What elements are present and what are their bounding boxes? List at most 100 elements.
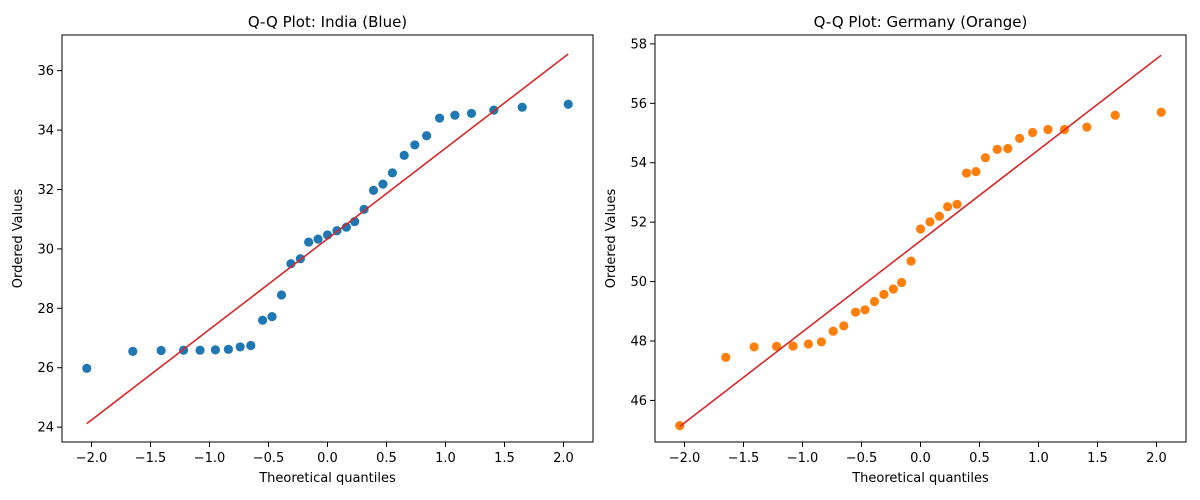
data-point	[915, 224, 926, 234]
data-point	[879, 289, 889, 299]
y-tick-label: 50	[630, 275, 647, 290]
data-point	[828, 326, 838, 336]
x-tick-label: −1.0	[787, 451, 819, 466]
x-tick-label: −1.5	[135, 451, 167, 466]
data-point	[788, 341, 798, 351]
data-point	[276, 290, 287, 300]
y-tick-label: 34	[37, 124, 54, 139]
data-point	[839, 321, 849, 331]
data-point	[1043, 124, 1053, 135]
data-point	[869, 296, 880, 307]
chart-title: Q-Q Plot: India (Blue)	[248, 13, 407, 31]
y-tick-label: 26	[37, 361, 54, 376]
data-point	[1003, 143, 1013, 154]
data-point	[450, 110, 460, 120]
data-point	[803, 339, 814, 349]
x-tick-label: −1.5	[728, 451, 760, 466]
data-point	[961, 168, 972, 178]
data-point	[925, 217, 935, 227]
y-tick-label: 58	[630, 37, 647, 52]
data-point	[860, 305, 870, 315]
x-tick-label: 0.0	[317, 451, 338, 466]
data-point	[387, 168, 397, 178]
y-axis-label: Ordered Values	[604, 189, 619, 289]
reference-line	[679, 54, 1162, 428]
data-point	[304, 237, 314, 247]
y-tick-label: 32	[37, 183, 54, 198]
x-tick-label: −2.0	[669, 451, 701, 466]
data-point	[422, 131, 432, 141]
data-point	[888, 284, 898, 294]
qq-plot-india: Q-Q Plot: India (Blue) Theoretical quant…	[11, 13, 594, 486]
y-tick-label: 46	[630, 394, 647, 409]
data-point	[466, 108, 477, 119]
data-point	[399, 150, 409, 160]
data-point	[368, 185, 379, 195]
data-point	[749, 342, 759, 352]
x-tick-label: −0.5	[253, 451, 285, 466]
data-point	[313, 234, 323, 244]
plot-frame	[654, 34, 1187, 443]
y-tick-label: 56	[630, 97, 647, 112]
x-axis-label: Theoretical quantiles	[851, 471, 989, 486]
data-point	[341, 222, 351, 232]
y-tick-label: 24	[37, 421, 54, 436]
data-point	[195, 345, 205, 355]
x-tick-label: 1.5	[494, 451, 515, 466]
data-point	[952, 199, 962, 209]
data-point	[267, 312, 277, 322]
y-tick-label: 52	[630, 216, 647, 231]
data-point	[971, 167, 981, 177]
data-point	[980, 153, 991, 163]
data-point	[1110, 110, 1120, 120]
data-point	[128, 346, 138, 356]
x-tick-label: 2.0	[553, 451, 574, 466]
data-point	[816, 337, 826, 347]
data-point	[517, 102, 527, 112]
x-tick-label: −1.0	[194, 451, 226, 466]
x-tick-label: 2.0	[1146, 451, 1167, 466]
data-point	[156, 345, 166, 356]
plot-frame	[61, 34, 594, 443]
reference-line	[86, 53, 569, 425]
x-tick-label: 0.0	[910, 451, 931, 466]
data-point	[246, 340, 256, 351]
data-point	[210, 345, 220, 355]
x-tick-label: −0.5	[846, 451, 878, 466]
x-axis-label: Theoretical quantiles	[258, 471, 396, 486]
y-tick-label: 36	[37, 64, 54, 79]
y-tick-label: 30	[37, 242, 54, 257]
data-point	[906, 256, 916, 266]
x-tick-label: 1.5	[1087, 451, 1108, 466]
data-point	[1015, 133, 1025, 143]
data-point	[82, 363, 92, 373]
data-point	[563, 99, 573, 109]
y-axis-label: Ordered Values	[11, 189, 26, 289]
data-point	[410, 140, 420, 150]
data-point	[721, 352, 731, 362]
data-point	[258, 315, 268, 325]
data-point	[897, 277, 907, 288]
x-tick-label: 1.0	[435, 451, 456, 466]
data-point	[1028, 127, 1038, 138]
data-point	[934, 211, 944, 221]
chart-title: Q-Q Plot: Germany (Orange)	[814, 13, 1028, 31]
data-point	[223, 344, 233, 354]
qq-plot-germany: Q-Q Plot: Germany (Orange) Theoretical q…	[604, 13, 1187, 486]
x-tick-label: 0.5	[376, 451, 397, 466]
data-point	[435, 113, 445, 123]
data-point	[378, 179, 388, 189]
data-point	[992, 144, 1002, 154]
x-tick-label: 0.5	[969, 451, 990, 466]
data-point	[771, 341, 782, 351]
data-point	[851, 307, 861, 317]
x-tick-label: 1.0	[1028, 451, 1049, 466]
y-tick-label: 28	[37, 302, 54, 317]
x-tick-label: −2.0	[76, 451, 108, 466]
y-tick-label: 54	[630, 156, 647, 171]
y-tick-label: 48	[630, 334, 647, 349]
data-point	[1156, 107, 1166, 117]
data-point	[1082, 122, 1092, 132]
data-point	[943, 202, 953, 212]
